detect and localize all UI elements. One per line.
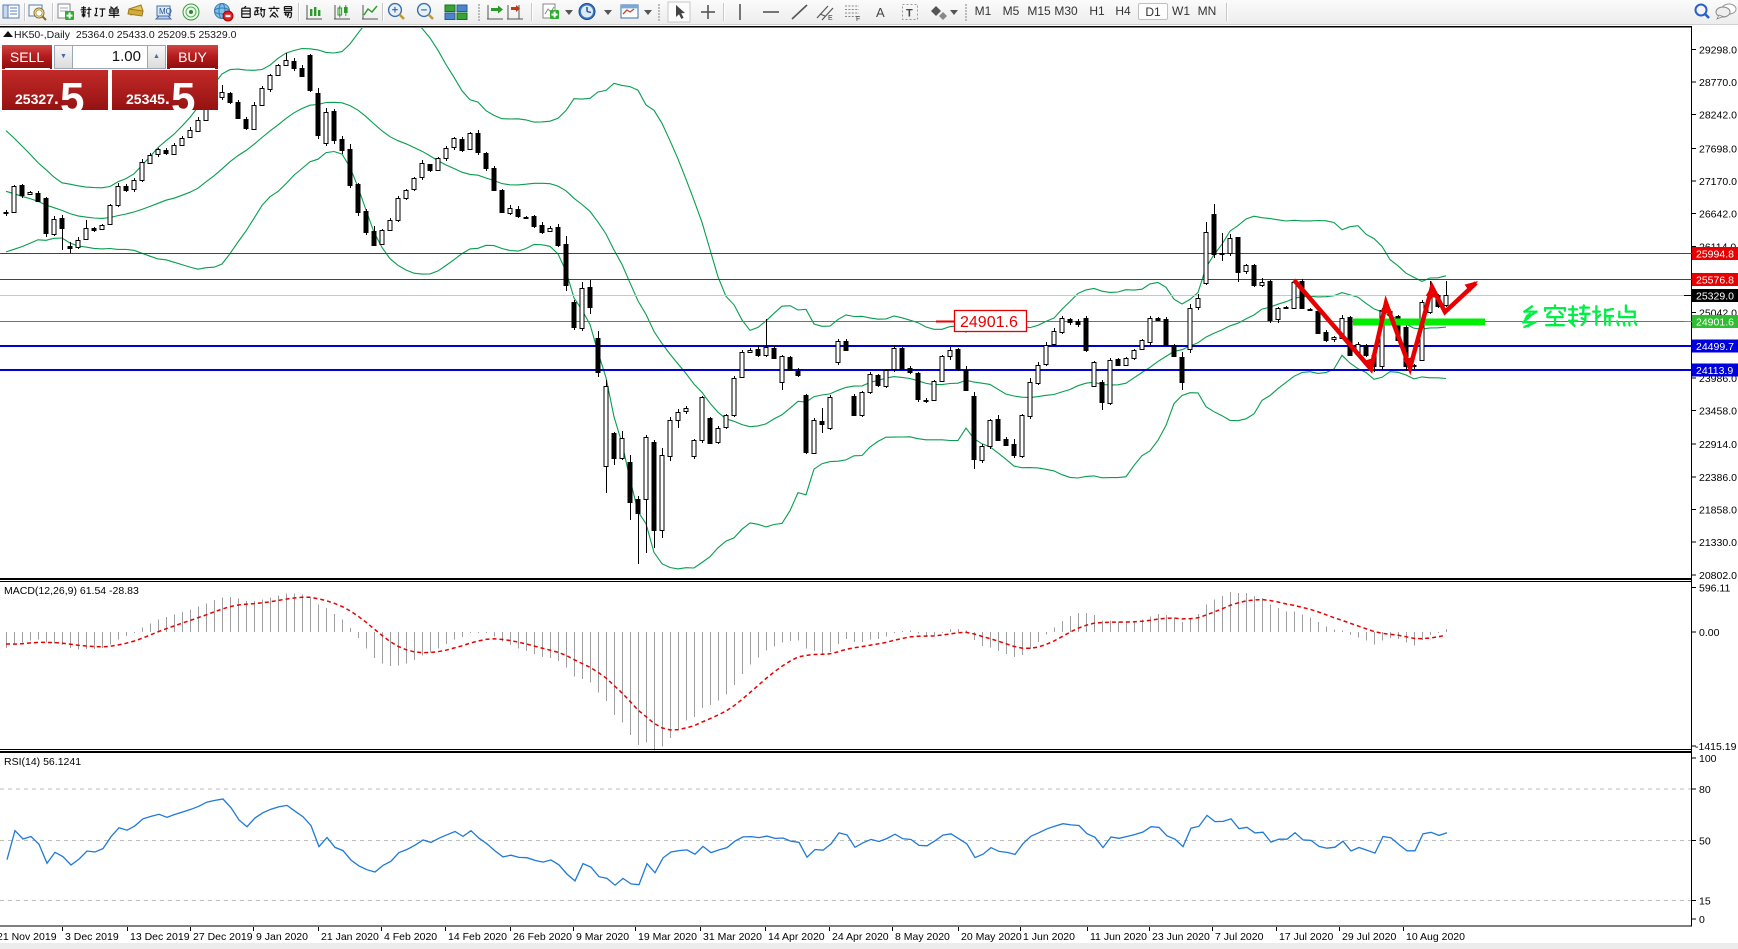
svg-text:20802.0: 20802.0 bbox=[1699, 570, 1737, 582]
svg-text:13 Dec 2019: 13 Dec 2019 bbox=[130, 931, 190, 943]
svg-text:8 May 2020: 8 May 2020 bbox=[895, 931, 950, 943]
svg-text:27698.0: 27698.0 bbox=[1699, 143, 1737, 155]
svg-text:29 Jul 2020: 29 Jul 2020 bbox=[1342, 931, 1396, 943]
svg-text:0.00: 0.00 bbox=[1699, 627, 1720, 639]
svg-text:28242.0: 28242.0 bbox=[1699, 110, 1737, 122]
svg-text:21 Nov 2019: 21 Nov 2019 bbox=[0, 931, 57, 943]
svg-text:11 Jun 2020: 11 Jun 2020 bbox=[1090, 931, 1147, 943]
svg-text:0: 0 bbox=[1699, 914, 1705, 926]
svg-text:23458.0: 23458.0 bbox=[1699, 406, 1737, 418]
svg-text:21330.0: 21330.0 bbox=[1699, 537, 1737, 549]
svg-text:50: 50 bbox=[1699, 836, 1711, 848]
svg-text:F: F bbox=[856, 16, 860, 23]
svg-text:T: T bbox=[906, 8, 913, 20]
svg-text:9 Mar 2020: 9 Mar 2020 bbox=[576, 931, 629, 943]
svg-text:MQ: MQ bbox=[159, 7, 172, 16]
svg-text:RSI(14) 56.1241: RSI(14) 56.1241 bbox=[4, 756, 81, 768]
svg-text:26 Feb 2020: 26 Feb 2020 bbox=[513, 931, 572, 943]
svg-text:9 Jan 2020: 9 Jan 2020 bbox=[256, 931, 308, 943]
svg-text:−: − bbox=[421, 5, 427, 17]
svg-text:22386.0: 22386.0 bbox=[1699, 472, 1737, 484]
svg-text:25576.8: 25576.8 bbox=[1696, 275, 1734, 287]
svg-text:27 Dec 2019: 27 Dec 2019 bbox=[193, 931, 253, 943]
svg-text:19 Mar 2020: 19 Mar 2020 bbox=[638, 931, 697, 943]
svg-text:MACD(12,26,9) 61.54 -28.83: MACD(12,26,9) 61.54 -28.83 bbox=[4, 585, 139, 597]
svg-text:22914.0: 22914.0 bbox=[1699, 439, 1737, 451]
svg-text:-1415.19: -1415.19 bbox=[1695, 741, 1737, 753]
svg-text:24113.9: 24113.9 bbox=[1696, 365, 1733, 377]
svg-text:23 Jun 2020: 23 Jun 2020 bbox=[1152, 931, 1210, 943]
svg-text:7 Jul 2020: 7 Jul 2020 bbox=[1215, 931, 1264, 943]
svg-text:20 May 2020: 20 May 2020 bbox=[961, 931, 1022, 943]
svg-text:596.11: 596.11 bbox=[1699, 583, 1730, 595]
svg-text:1 Jun 2020: 1 Jun 2020 bbox=[1023, 931, 1075, 943]
svg-text:14 Apr 2020: 14 Apr 2020 bbox=[768, 931, 825, 943]
svg-text:24499.7: 24499.7 bbox=[1696, 341, 1734, 353]
svg-text:21858.0: 21858.0 bbox=[1699, 505, 1737, 517]
svg-text:26642.0: 26642.0 bbox=[1699, 209, 1737, 221]
svg-text:21 Jan 2020: 21 Jan 2020 bbox=[321, 931, 379, 943]
svg-text:24901.6: 24901.6 bbox=[960, 314, 1018, 331]
svg-text:17 Jul 2020: 17 Jul 2020 bbox=[1279, 931, 1333, 943]
svg-text:A: A bbox=[876, 5, 885, 20]
svg-text:E: E bbox=[828, 15, 833, 22]
svg-text:24 Apr 2020: 24 Apr 2020 bbox=[832, 931, 889, 943]
svg-text:25994.8: 25994.8 bbox=[1696, 249, 1734, 261]
svg-text:25329.0: 25329.0 bbox=[1696, 291, 1734, 303]
svg-text:27170.0: 27170.0 bbox=[1699, 176, 1737, 188]
svg-text:10 Aug 2020: 10 Aug 2020 bbox=[1406, 931, 1465, 943]
svg-text:80: 80 bbox=[1699, 784, 1711, 796]
svg-text:14 Feb 2020: 14 Feb 2020 bbox=[448, 931, 507, 943]
svg-text:28770.0: 28770.0 bbox=[1699, 77, 1737, 89]
svg-text:4 Feb 2020: 4 Feb 2020 bbox=[384, 931, 437, 943]
svg-text:+: + bbox=[392, 5, 398, 17]
svg-text:15: 15 bbox=[1699, 896, 1711, 908]
svg-text:100: 100 bbox=[1699, 753, 1717, 765]
svg-text:24901.6: 24901.6 bbox=[1696, 317, 1734, 329]
svg-text:31 Mar 2020: 31 Mar 2020 bbox=[703, 931, 762, 943]
svg-text:29298.0: 29298.0 bbox=[1699, 44, 1737, 56]
svg-text:3 Dec 2019: 3 Dec 2019 bbox=[65, 931, 119, 943]
